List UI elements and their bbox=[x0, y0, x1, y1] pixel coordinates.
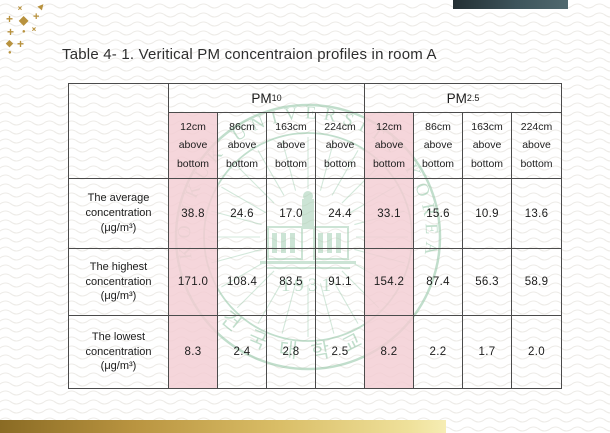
seal-building-icon bbox=[260, 191, 356, 269]
table-cell: 2.2 bbox=[414, 316, 463, 388]
table-cell: 17.0 bbox=[267, 179, 316, 249]
pm25-label: PM bbox=[446, 90, 467, 106]
column-group-pm25: PM 2.5 bbox=[365, 84, 561, 113]
table-cell: 8.2 bbox=[365, 316, 414, 388]
row-label-highest: The highest concentration (μg/m³) bbox=[69, 249, 169, 316]
ornament-glyph: + bbox=[6, 12, 14, 26]
table-cell: 154.2 bbox=[365, 249, 414, 316]
corner-ornament-icon: + + ▲ ◆ + + ● + ◆ + ● bbox=[0, 0, 56, 60]
pm10-subscript: 10 bbox=[271, 93, 282, 103]
ornament-glyph: ● bbox=[8, 50, 12, 56]
table-cell: 38.8 bbox=[169, 179, 218, 249]
pm25-subscript: 2.5 bbox=[466, 93, 480, 103]
table-cell: 13.6 bbox=[512, 179, 561, 249]
table-cell: 10.9 bbox=[463, 179, 512, 249]
ornament-glyph: + bbox=[7, 25, 15, 39]
table-cell: 87.4 bbox=[414, 249, 463, 316]
table-cell: 15.6 bbox=[414, 179, 463, 249]
table-cell: 33.1 bbox=[365, 179, 414, 249]
table-cell: 56.3 bbox=[463, 249, 512, 316]
ornament-glyph: + bbox=[33, 11, 40, 23]
ornament-glyph: ● bbox=[22, 29, 26, 35]
column-header-pm10-86cm: 86cm above bottom bbox=[218, 113, 267, 179]
table-cell: 171.0 bbox=[169, 249, 218, 316]
table-cell: 58.9 bbox=[512, 249, 561, 316]
table-cell: 24.4 bbox=[316, 179, 365, 249]
seal-year: 1931 bbox=[281, 275, 335, 296]
table-cell: 2.8 bbox=[267, 316, 316, 388]
column-header-pm25-224cm: 224cm above bottom bbox=[512, 113, 561, 179]
table-cell: 2.4 bbox=[218, 316, 267, 388]
table-cell: 1.7 bbox=[463, 316, 512, 388]
table-cell: 2.0 bbox=[528, 346, 545, 358]
table-cell: 8.3 bbox=[169, 316, 218, 388]
table-cell: 91.1 bbox=[316, 249, 365, 316]
column-header-pm25-163cm: 163cm above bottom bbox=[463, 113, 512, 179]
table-cell: 108.4 bbox=[218, 249, 267, 316]
top-teal-bar bbox=[453, 0, 568, 9]
pm-concentration-table: PM 10 PM 2.5 12cm above bottom 86cm above … bbox=[68, 83, 562, 389]
table-cell: 2.5 bbox=[316, 316, 365, 388]
table-corner-cell bbox=[69, 84, 169, 179]
page-title: Table 4- 1. Veritical PM concentraion pr… bbox=[62, 46, 437, 63]
column-header-pm10-224cm: 224cm above bottom bbox=[316, 113, 365, 179]
column-header-pm10-163cm: 163cm above bottom bbox=[267, 113, 316, 179]
pm10-label: PM bbox=[251, 90, 272, 106]
ornament-glyph: ◆ bbox=[19, 13, 29, 27]
row-label-average: The average concentration (μg/m³) bbox=[69, 179, 169, 249]
row-label-lowest: The lowest concentration (μg/m³) bbox=[69, 316, 169, 388]
table-cell: 83.5 bbox=[267, 249, 316, 316]
column-header-pm25-12cm: 12cm above bottom bbox=[365, 113, 414, 179]
bottom-gold-bar bbox=[0, 420, 446, 433]
ornament-glyph: + bbox=[28, 23, 40, 35]
column-group-pm10: PM 10 bbox=[169, 84, 365, 113]
column-header-pm25-86cm: 86cm above bottom bbox=[414, 113, 463, 179]
column-header-pm10-12cm: 12cm above bottom bbox=[169, 113, 218, 179]
ornament-glyph: + bbox=[17, 37, 25, 51]
ornament-glyph: ◆ bbox=[6, 38, 13, 48]
table-cell: 24.6 bbox=[218, 179, 267, 249]
